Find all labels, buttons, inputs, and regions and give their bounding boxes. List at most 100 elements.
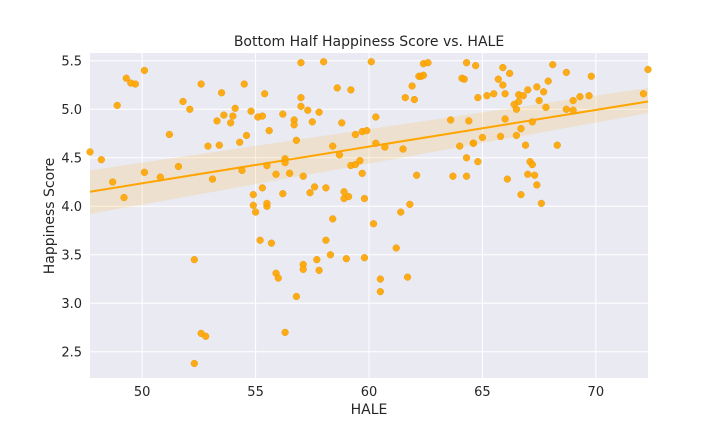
data-point (251, 208, 260, 216)
data-point (524, 86, 532, 94)
data-point (329, 142, 337, 150)
data-point (333, 84, 341, 92)
data-point (297, 94, 305, 102)
data-point (376, 275, 384, 283)
data-point (351, 130, 359, 139)
data-point (109, 178, 117, 186)
data-point (528, 118, 536, 126)
data-point (338, 119, 346, 127)
data-point (281, 159, 289, 167)
data-point (310, 183, 319, 191)
data-point (113, 101, 121, 109)
x-tick-label: 65 (474, 385, 491, 400)
x-tick-label: 55 (247, 385, 264, 400)
data-point (397, 208, 405, 216)
data-point (472, 62, 480, 70)
x-axis-label: HALE (351, 402, 388, 418)
data-point (639, 90, 648, 98)
y-tick-label: 5.5 (61, 54, 82, 69)
y-tick-label: 5.0 (61, 103, 82, 118)
data-point (299, 172, 307, 180)
data-point (220, 111, 228, 119)
data-point (540, 88, 548, 96)
data-point (306, 189, 314, 197)
data-point (242, 131, 251, 140)
data-point (447, 116, 455, 124)
data-point (372, 139, 380, 147)
data-point (528, 160, 536, 169)
y-axis-label: Happiness Score (42, 158, 58, 275)
data-point (503, 175, 511, 183)
x-tick-label: 70 (588, 385, 605, 400)
data-point (456, 142, 464, 150)
data-point (537, 199, 545, 207)
x-tick-label: 60 (361, 385, 378, 400)
data-point (236, 138, 244, 146)
data-point (401, 94, 409, 102)
data-point (356, 157, 364, 165)
data-point (156, 173, 164, 181)
data-point (281, 328, 289, 337)
data-point (517, 125, 525, 133)
data-point (286, 169, 294, 177)
data-point (247, 107, 255, 115)
data-point (297, 59, 305, 67)
data-point (542, 103, 550, 111)
data-point (587, 72, 595, 80)
data-point (499, 63, 507, 72)
data-point (483, 92, 491, 100)
y-tick-label: 4.0 (61, 200, 82, 215)
data-point (533, 181, 541, 189)
data-point (544, 77, 552, 85)
data-point (376, 288, 384, 296)
data-point (263, 199, 271, 207)
data-point (179, 97, 187, 106)
data-point (381, 143, 389, 151)
data-point (326, 251, 335, 259)
data-point (279, 190, 287, 198)
data-point (358, 169, 366, 177)
data-point (204, 142, 212, 150)
grid-lines (90, 53, 648, 378)
data-point (227, 119, 235, 127)
data-point (315, 266, 323, 274)
data-point (460, 75, 468, 83)
data-point (202, 332, 210, 340)
data-point (515, 97, 523, 106)
data-point (263, 161, 271, 170)
data-point (274, 274, 282, 282)
data-point (419, 71, 428, 79)
data-point (424, 59, 432, 67)
data-point (335, 151, 344, 159)
data-point (344, 192, 353, 201)
data-point (562, 68, 570, 77)
data-point (517, 191, 525, 199)
data-point (299, 265, 307, 273)
data-points (86, 58, 652, 368)
data-point (292, 292, 301, 301)
data-point (372, 113, 380, 121)
data-point (535, 96, 543, 105)
data-point (217, 89, 226, 97)
data-point (465, 117, 473, 125)
data-point (501, 115, 509, 123)
data-point (569, 106, 577, 114)
data-point (360, 194, 369, 203)
data-point (231, 104, 239, 112)
data-point (256, 236, 264, 244)
data-point (131, 80, 139, 88)
data-point (369, 220, 378, 228)
data-point (462, 154, 471, 162)
data-point (186, 105, 194, 113)
data-point (553, 141, 561, 149)
data-point (120, 193, 128, 202)
data-point (494, 75, 502, 83)
data-point (265, 127, 273, 135)
data-point (506, 69, 514, 77)
data-point (165, 130, 173, 139)
data-point (197, 80, 205, 88)
y-tick-labels: 2.5 3.0 3.5 4.0 4.5 5.0 5.5 (61, 54, 82, 360)
data-point (363, 127, 371, 135)
y-tick-label: 3.0 (61, 297, 82, 312)
